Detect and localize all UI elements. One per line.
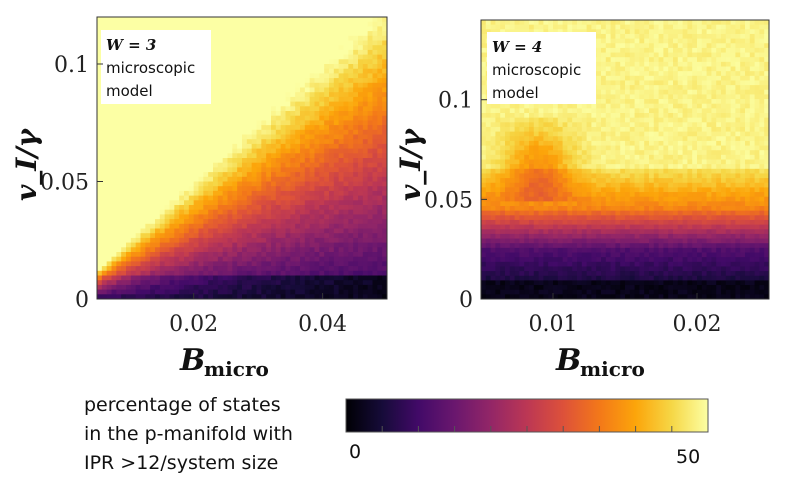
- y-axis-label-w3: v_I/γ: [10, 127, 43, 201]
- panel-label-line: microscopic: [106, 59, 195, 77]
- axis-ticks-w3: 0.02 0.04 0 0.05 0.1: [40, 53, 347, 337]
- panel-w-label: W = 4: [492, 38, 542, 56]
- colorbar-label-line: percentage of states: [84, 394, 281, 416]
- panel-label-box-w4: W = 4 microscopic model: [487, 32, 596, 104]
- panel-label-line: model: [106, 82, 153, 100]
- heatmap-panel-w3: W = 3 microscopic model: [96, 16, 388, 300]
- colorbar: percentage of states in the p-manifold w…: [84, 394, 709, 474]
- y-tick-label: 0.1: [54, 53, 89, 78]
- colorbar-label-line: IPR >12/system size: [84, 452, 278, 474]
- y-tick-label: 0.1: [438, 89, 473, 114]
- x-tick-label: 0.04: [298, 312, 347, 337]
- axis-ticks-w4: 0.01 0.02 0 0.05 0.1: [424, 89, 721, 337]
- y-tick-label: 0.05: [424, 188, 473, 213]
- colorbar-label-line: in the p-manifold with: [84, 423, 293, 445]
- colorbar-max-label: 50: [676, 446, 700, 468]
- colorbar-min-label: 0: [349, 441, 361, 463]
- panel-label-box-w3: W = 3 microscopic model: [101, 30, 211, 104]
- heatmap-panel-w4: W = 4 microscopic model: [480, 19, 770, 300]
- y-tick-label: 0: [459, 288, 473, 313]
- x-tick-label: 0.01: [529, 312, 578, 337]
- x-tick-label: 0.02: [673, 312, 722, 337]
- y-axis-label-w4: v_I/γ: [394, 127, 427, 201]
- x-axis-label-w4: B micro: [555, 343, 645, 381]
- panel-w-label: W = 3: [106, 36, 156, 54]
- y-tick-label: 0: [75, 288, 89, 313]
- y-tick-label: 0.05: [40, 171, 89, 196]
- panel-label-line: model: [492, 84, 539, 102]
- x-tick-label: 0.02: [169, 312, 218, 337]
- x-axis-label-w3: B micro: [179, 343, 269, 381]
- panel-label-line: microscopic: [492, 61, 581, 79]
